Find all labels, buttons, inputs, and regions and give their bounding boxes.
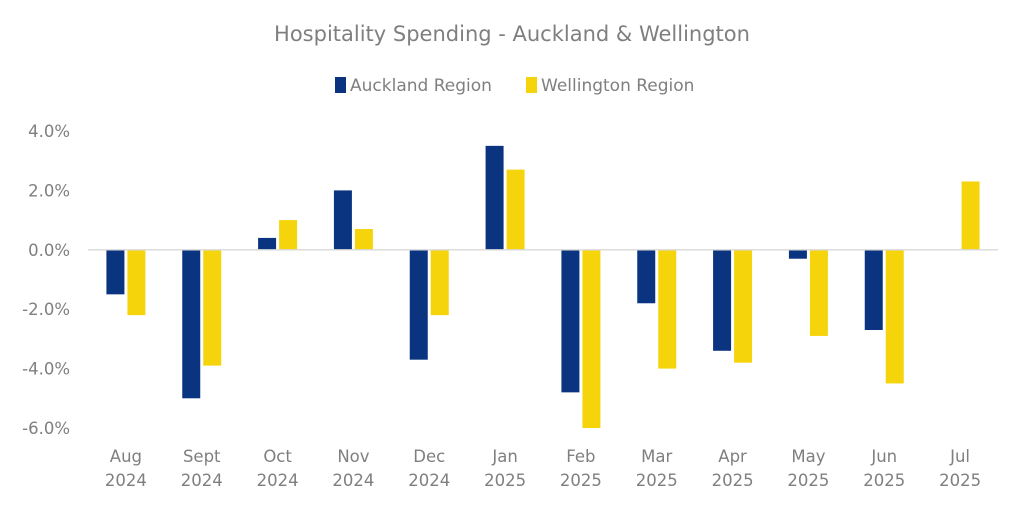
x-tick-label: Nov <box>337 447 369 466</box>
x-tick-label: 2025 <box>636 471 678 490</box>
x-tick-label: 2024 <box>257 471 299 490</box>
x-tick-label: Jan <box>491 447 517 466</box>
bar <box>409 249 428 360</box>
x-tick-label: Mar <box>641 447 672 466</box>
bar <box>713 249 732 351</box>
x-tick-label: Jun <box>870 447 897 466</box>
x-tick-label: Feb <box>566 447 595 466</box>
bars <box>106 145 980 428</box>
bar <box>885 249 904 384</box>
legend-swatch <box>526 77 537 93</box>
y-tick-label: -2.0% <box>22 300 70 319</box>
x-tick-label: Apr <box>718 447 747 466</box>
bar <box>582 249 601 428</box>
bar <box>258 237 277 250</box>
y-tick-label: 4.0% <box>28 122 70 141</box>
x-tick-label: May <box>791 447 825 466</box>
bar <box>106 249 125 295</box>
legend-item: Wellington Region <box>526 76 694 96</box>
x-axis: Aug 2024 Sept 2024 Oct 2024 Nov 2024 Dec 2024 Jan 2… <box>105 447 981 490</box>
x-tick-label: Oct <box>263 447 292 466</box>
x-tick-label: Dec <box>413 447 445 466</box>
x-tick-label: 2025 <box>560 471 602 490</box>
chart-title: Hospitality Spending - Auckland & Wellin… <box>274 22 750 46</box>
bar <box>961 181 980 250</box>
bar <box>561 249 580 393</box>
x-tick-label: 2024 <box>181 471 223 490</box>
x-tick-label: 2025 <box>939 471 981 490</box>
bar <box>203 249 222 366</box>
bar <box>430 249 449 316</box>
x-tick-label: 2025 <box>787 471 829 490</box>
bar <box>506 169 525 250</box>
x-tick-label: 2025 <box>712 471 754 490</box>
bar <box>658 249 677 369</box>
y-axis: 4.0% 2.0% 0.0% -2.0% -4.0% -6.0% <box>22 122 70 438</box>
bar <box>127 249 146 316</box>
legend-label: Wellington Region <box>541 76 694 96</box>
bar <box>333 190 352 250</box>
x-tick-label: 2025 <box>863 471 905 490</box>
bar <box>734 249 753 363</box>
x-tick-label: 2024 <box>408 471 450 490</box>
y-tick-label: 0.0% <box>28 241 70 260</box>
bar <box>354 229 373 250</box>
legend: Auckland Region Wellington Region <box>335 76 694 96</box>
legend-label: Auckland Region <box>350 76 492 96</box>
x-tick-label: 2024 <box>105 471 147 490</box>
x-tick-label: Aug <box>110 447 142 466</box>
bar <box>182 249 201 399</box>
bar <box>279 220 298 250</box>
x-tick-label: Sept <box>183 447 221 466</box>
bar <box>637 249 656 304</box>
bar <box>788 249 807 259</box>
x-tick-label: Jul <box>949 447 970 466</box>
bar <box>864 249 883 330</box>
legend-swatch <box>335 77 346 93</box>
y-tick-label: 2.0% <box>28 181 70 200</box>
x-tick-label: 2025 <box>484 471 526 490</box>
y-tick-label: -6.0% <box>22 419 70 438</box>
x-tick-label: 2024 <box>332 471 374 490</box>
legend-item: Auckland Region <box>335 76 492 96</box>
y-tick-label: -4.0% <box>22 360 70 379</box>
bar <box>485 145 504 250</box>
bar <box>809 249 828 336</box>
